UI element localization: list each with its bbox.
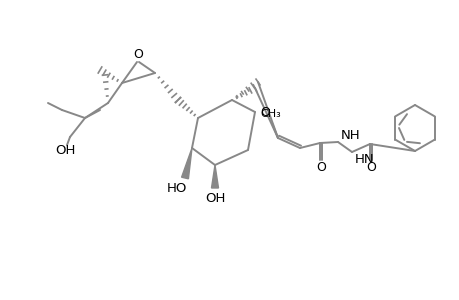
Text: NH: NH (340, 128, 360, 142)
Text: HO: HO (167, 182, 187, 194)
Text: O: O (315, 160, 325, 173)
Text: OH: OH (204, 191, 225, 205)
Polygon shape (181, 148, 191, 179)
Text: HN: HN (354, 152, 374, 166)
Polygon shape (211, 165, 218, 188)
Text: CH₃: CH₃ (260, 109, 281, 119)
Text: O: O (133, 47, 143, 61)
Text: O: O (365, 160, 375, 173)
Text: OH: OH (55, 143, 75, 157)
Text: O: O (259, 106, 269, 118)
